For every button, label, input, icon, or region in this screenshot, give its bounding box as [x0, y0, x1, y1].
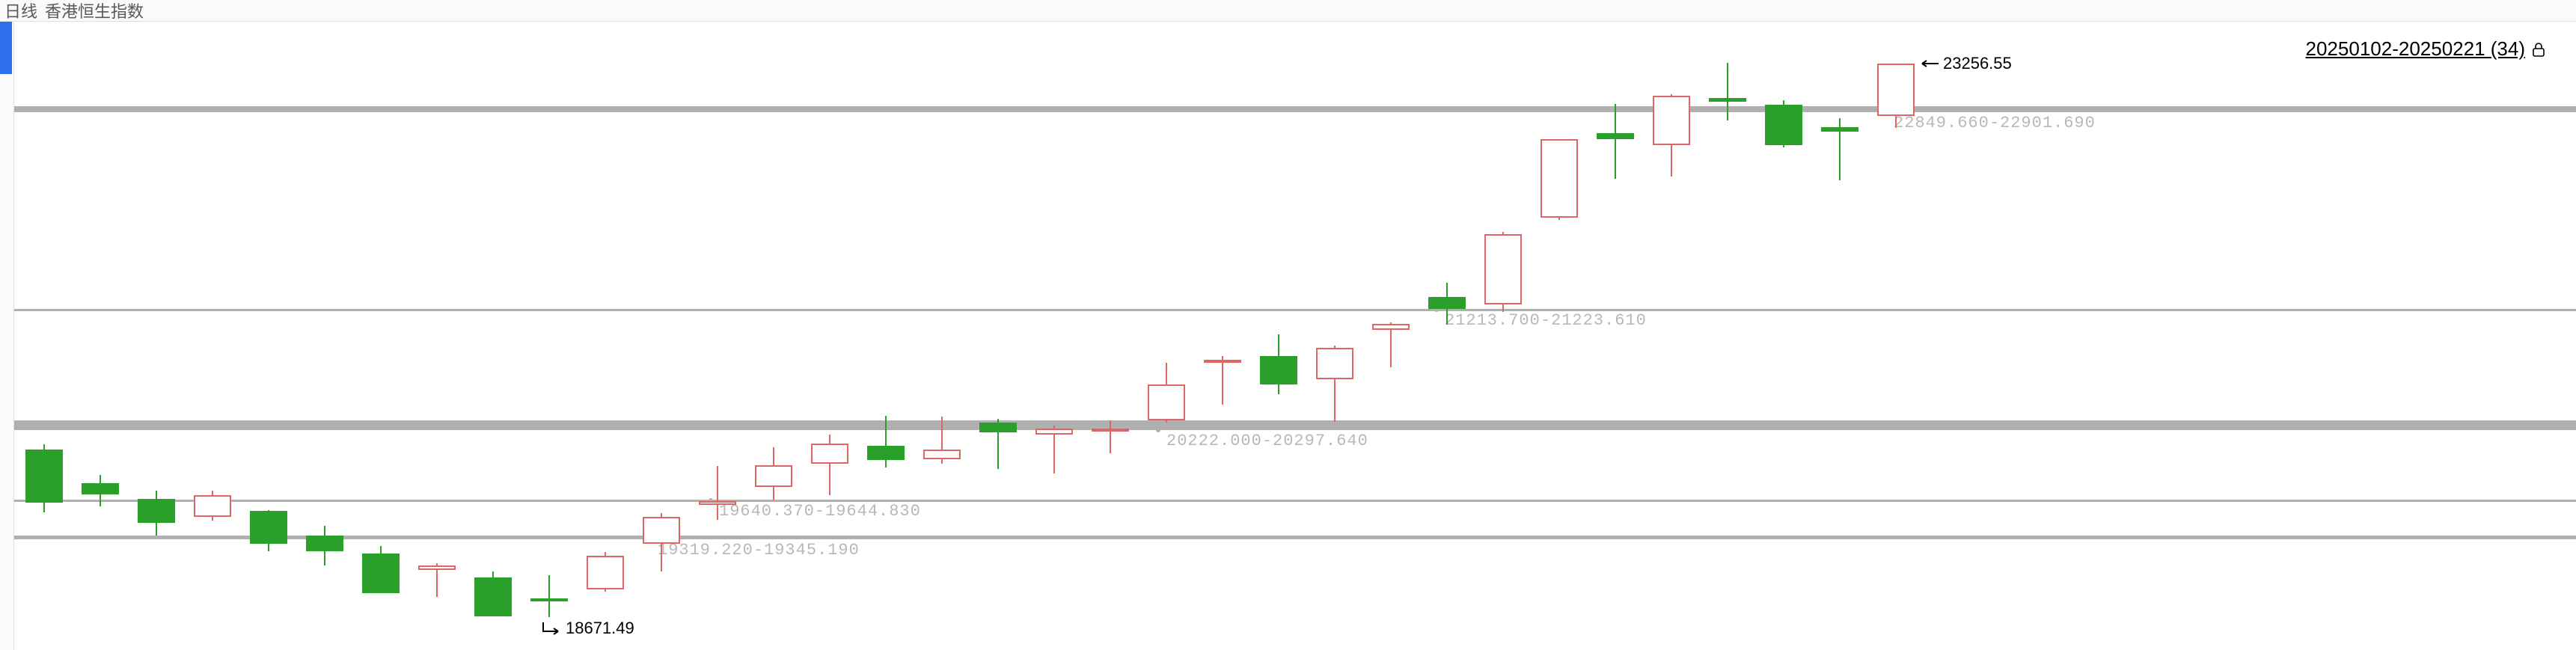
high-value-text: 23256.55	[1943, 54, 2012, 73]
candle[interactable]	[1204, 356, 1241, 405]
candle[interactable]	[1597, 104, 1634, 179]
candle-body	[25, 450, 63, 503]
candle-body	[1372, 324, 1410, 330]
candle-body	[979, 423, 1017, 432]
horizontal-level-line	[14, 536, 2576, 539]
candle-body	[755, 465, 792, 487]
candle[interactable]	[1428, 283, 1466, 325]
candle-body	[418, 565, 456, 570]
candle[interactable]	[474, 571, 512, 616]
candle-body	[1428, 297, 1466, 309]
candle-body	[1821, 127, 1858, 132]
candle-body	[699, 501, 736, 505]
candle[interactable]	[25, 444, 63, 512]
horizontal-level-label: 19640.370-19644.830	[719, 502, 921, 521]
low-value-text: 18671.49	[566, 619, 634, 638]
candle[interactable]	[1316, 346, 1353, 422]
candle-body	[1653, 96, 1690, 145]
candle[interactable]	[1148, 363, 1185, 423]
horizontal-level-line	[14, 309, 2576, 311]
candle-body	[923, 450, 961, 459]
candle-wick	[1222, 356, 1223, 405]
horizontal-level-label: 19319.220-19345.190	[658, 541, 860, 559]
low-callout: 18671.49	[540, 619, 634, 638]
candle[interactable]	[1877, 64, 1915, 129]
horizontal-level-label: 22849.660-22901.690	[1894, 114, 2096, 132]
arrow-down-right-icon	[540, 621, 563, 636]
candle[interactable]	[867, 416, 905, 467]
candle[interactable]	[418, 563, 456, 597]
candle[interactable]	[1260, 334, 1297, 393]
candle-body	[530, 598, 568, 601]
candle-body	[82, 483, 119, 494]
candle-wick	[1615, 104, 1616, 179]
candle[interactable]	[755, 447, 792, 500]
candle-body	[1541, 139, 1578, 218]
candle[interactable]	[194, 491, 231, 521]
candle-body	[1035, 429, 1073, 435]
candle[interactable]	[923, 417, 961, 464]
candle-wick	[717, 466, 718, 519]
candle-body	[306, 536, 343, 551]
candle-body	[1597, 133, 1634, 139]
candle-body	[811, 444, 848, 464]
horizontal-level-line	[14, 106, 2576, 112]
candle[interactable]	[1709, 63, 1746, 121]
candle[interactable]	[250, 510, 287, 551]
candle-body	[867, 446, 905, 460]
candle[interactable]	[979, 419, 1017, 468]
horizontal-level-label: 20222.000-20297.640	[1166, 432, 1368, 450]
instrument-label: 香港恒生指数	[45, 0, 144, 22]
candle-body	[138, 499, 175, 523]
candle-body	[474, 577, 512, 616]
chart-root: 日线 香港恒生指数 20250102-20250221 (34) 19319.2…	[0, 0, 2576, 650]
candle[interactable]	[1821, 118, 1858, 180]
candle[interactable]	[306, 526, 343, 565]
candle[interactable]	[587, 552, 624, 592]
horizontal-level-label: 21213.700-21223.610	[1445, 311, 1647, 330]
plot-area[interactable]: 19319.220-19345.190 19640.370-19644.830 20…	[14, 22, 2576, 650]
candle[interactable]	[643, 513, 680, 571]
candle[interactable]	[1765, 100, 1802, 147]
candle-body	[362, 554, 400, 593]
candle[interactable]	[1372, 322, 1410, 367]
candle-body	[1148, 384, 1185, 420]
candle-body	[1204, 360, 1241, 363]
horizontal-level-line	[14, 500, 2576, 502]
candle-body	[1877, 64, 1915, 116]
candle[interactable]	[1092, 420, 1129, 453]
candle-body	[587, 556, 624, 589]
candle[interactable]	[138, 491, 175, 536]
candle-body	[250, 511, 287, 544]
candle-body	[1765, 105, 1802, 144]
candle[interactable]	[699, 466, 736, 519]
candle-wick	[1110, 420, 1111, 453]
candle[interactable]	[82, 475, 119, 506]
left-side-strip	[0, 22, 14, 650]
candle[interactable]	[530, 575, 568, 617]
candle[interactable]	[811, 435, 848, 495]
candle-body	[1316, 348, 1353, 379]
candle-body	[1260, 356, 1297, 384]
candle[interactable]	[1653, 94, 1690, 177]
active-side-tab[interactable]	[0, 22, 12, 74]
candle[interactable]	[1484, 232, 1522, 312]
level-anchor-dot	[1156, 428, 1160, 432]
candle-body	[1484, 234, 1522, 304]
arrow-left-icon	[1919, 58, 1940, 69]
chart-header: 日线 香港恒生指数	[0, 0, 2576, 22]
high-callout: 23256.55	[1919, 54, 2012, 73]
candle[interactable]	[1035, 426, 1073, 474]
candle-body	[194, 495, 231, 517]
candle-wick	[1727, 63, 1728, 121]
candle-body	[1709, 98, 1746, 102]
horizontal-level-line	[14, 420, 2576, 429]
timeframe-label: 日线	[4, 0, 37, 22]
candle[interactable]	[1541, 139, 1578, 220]
candle-body	[643, 517, 680, 544]
candle-body	[1092, 429, 1129, 432]
candle-wick	[548, 575, 550, 617]
candle[interactable]	[362, 546, 400, 592]
